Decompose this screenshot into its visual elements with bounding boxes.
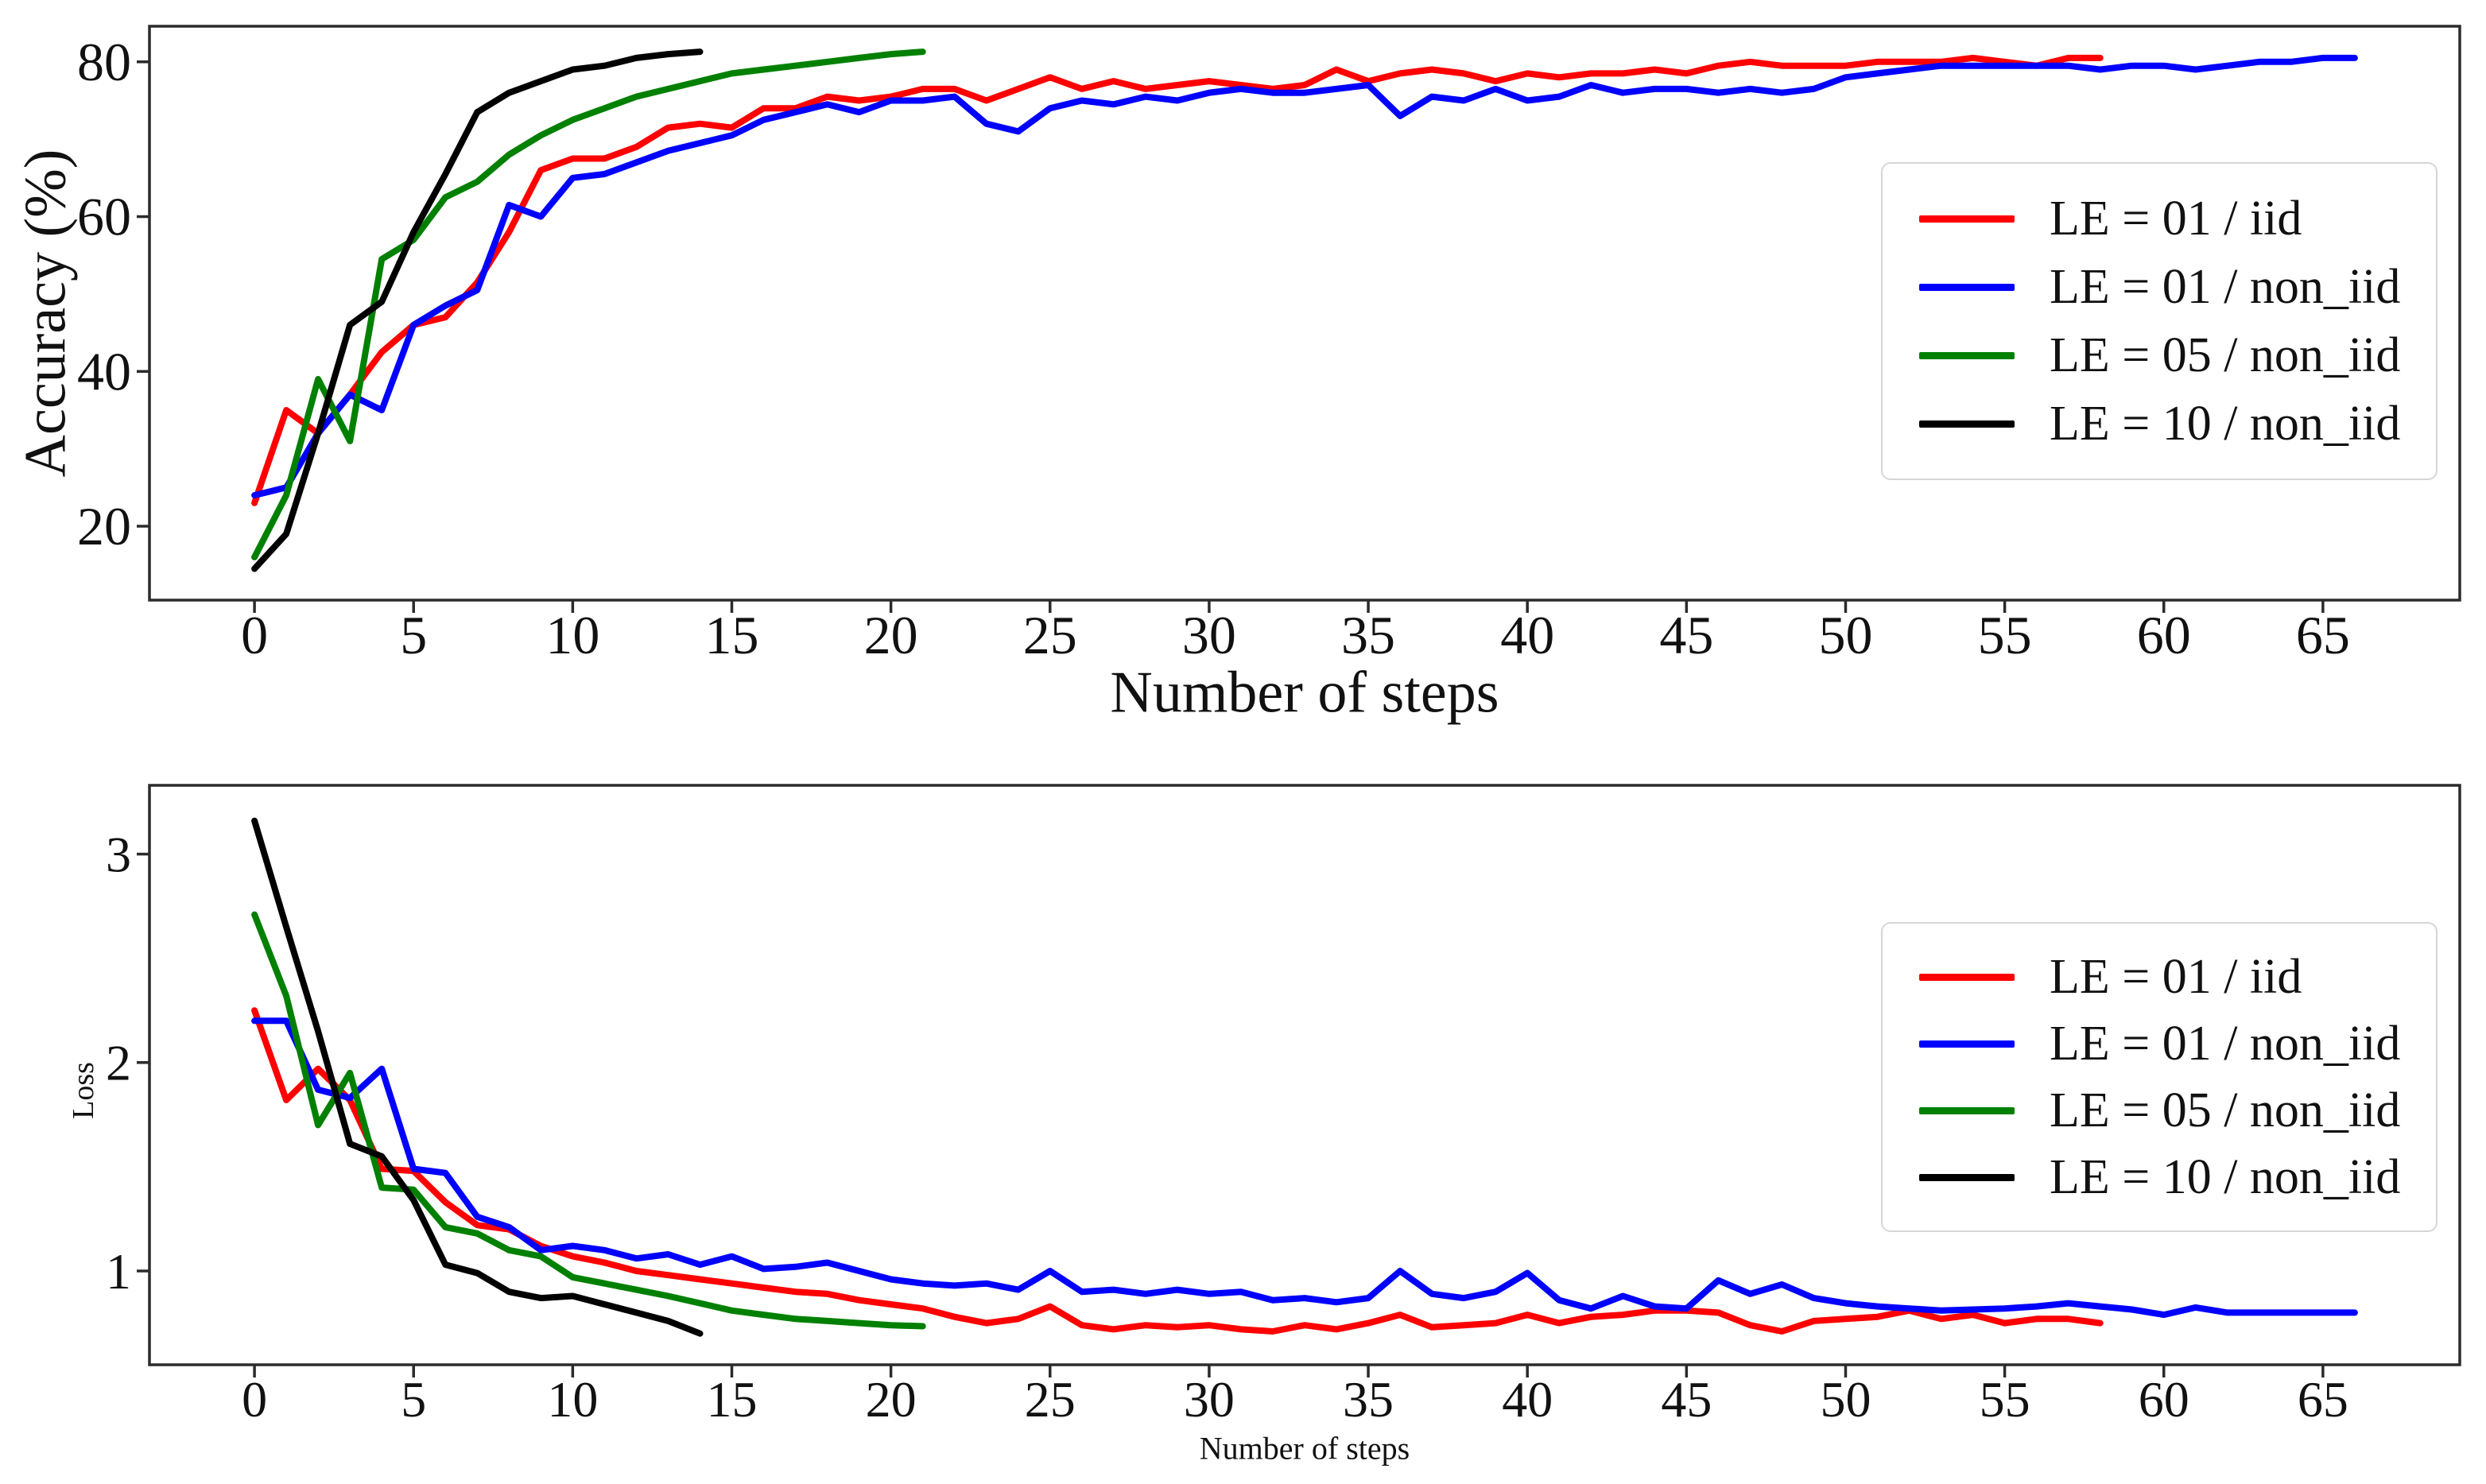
x-tick-label: 0	[241, 605, 268, 665]
x-tick-label: 50	[1818, 605, 1872, 665]
x-tick-label: 65	[2296, 605, 2350, 665]
x-tick-label: 10	[545, 605, 599, 665]
x-tick-label: 20	[866, 1371, 917, 1428]
legend-line-sample-blue	[1919, 1040, 2015, 1048]
y-tick-label: 40	[77, 341, 131, 401]
x-tick-label: 40	[1500, 605, 1554, 665]
accuracy-legend: LE = 01 / iid LE = 01 / non_iid LE = 05 …	[1881, 162, 2438, 480]
loss-plot-area: 0 5 10 15 20 25 30 35 40 45 50 55 60 65 1 2 3	[106, 784, 2461, 1428]
legend-item-label: LE = 01 / non_iid	[2050, 260, 2401, 314]
x-tick-label: 20	[864, 605, 918, 665]
accuracy-y-axis-label: Accuracy (%)	[13, 149, 79, 478]
accuracy-x-axis-label: Number of steps	[1110, 660, 1499, 726]
legend-line-sample-black	[1919, 420, 2015, 428]
legend-line-sample-red	[1919, 973, 2015, 981]
x-tick-label: 65	[2298, 1371, 2348, 1428]
series-line-1	[251, 1017, 2358, 1319]
legend-item-label: LE = 10 / non_iid	[2050, 397, 2401, 451]
legend-item: LE = 01 / non_iid	[1883, 262, 2436, 312]
x-tick-label: 15	[705, 605, 759, 665]
legend-item-label: LE = 01 / iid	[2050, 950, 2302, 1004]
legend-line-sample-blue	[1919, 283, 2015, 291]
x-tick-label: 25	[1025, 1371, 1076, 1428]
legend-line-sample-red	[1919, 215, 2015, 223]
loss-x-axis-label: Number of steps	[1199, 1430, 1410, 1467]
legend-item: LE = 05 / non_iid	[1883, 331, 2436, 380]
x-tick-label: 55	[1978, 605, 2032, 665]
legend-item-label: LE = 10 / non_iid	[2050, 1150, 2401, 1204]
x-tick-label: 0	[242, 1371, 267, 1428]
legend-item: LE = 01 / iid	[1883, 194, 2436, 243]
x-tick-label: 45	[1659, 605, 1713, 665]
legend-item: LE = 01 / non_iid	[1883, 1019, 2436, 1068]
legend-item-label: LE = 01 / non_iid	[2050, 1017, 2401, 1071]
y-tick-label: 60	[77, 187, 131, 247]
legend-line-sample-black	[1919, 1173, 2015, 1181]
plot-frame	[148, 784, 2461, 1366]
legend-item: LE = 10 / non_iid	[1883, 1153, 2436, 1202]
y-tick-label: 20	[77, 496, 131, 556]
x-tick-label: 30	[1184, 1371, 1235, 1428]
legend-item-label: LE = 01 / iid	[2050, 192, 2302, 246]
x-tick-label: 35	[1343, 1371, 1394, 1428]
accuracy-plot-area: 0 5 10 15 20 25 30 35 40 45 50 55 60 65 20 40 60 80	[77, 25, 2461, 665]
series-line-1	[251, 54, 2358, 499]
legend-item: LE = 10 / non_iid	[1883, 399, 2436, 448]
y-tick-label: 3	[106, 826, 131, 882]
x-tick-label: 5	[401, 1371, 426, 1428]
y-tick-label: 2	[106, 1035, 131, 1091]
x-tick-label: 5	[400, 605, 427, 665]
x-tick-label: 50	[1820, 1371, 1871, 1428]
x-tick-label: 30	[1182, 605, 1236, 665]
series-line-0	[251, 1007, 2104, 1335]
x-tick-label: 35	[1341, 605, 1395, 665]
series-line-3	[251, 48, 704, 572]
x-tick-label: 60	[2137, 605, 2191, 665]
loss-legend: LE = 01 / iid LE = 01 / non_iid LE = 05 …	[1881, 922, 2438, 1232]
legend-line-sample-green	[1919, 351, 2015, 359]
y-tick-label: 80	[77, 32, 131, 92]
x-tick-label: 40	[1502, 1371, 1553, 1428]
x-tick-label: 45	[1661, 1371, 1712, 1428]
legend-item: LE = 05 / non_iid	[1883, 1086, 2436, 1135]
plot-frame	[148, 25, 2461, 602]
series-line-0	[251, 54, 2104, 506]
legend-line-sample-green	[1919, 1106, 2015, 1114]
loss-y-axis-label: Loss	[67, 1062, 100, 1119]
x-tick-label: 25	[1023, 605, 1077, 665]
y-tick-label: 1	[106, 1243, 131, 1300]
legend-item-label: LE = 05 / non_iid	[2050, 328, 2401, 382]
legend-item-label: LE = 05 / non_iid	[2050, 1083, 2401, 1137]
x-tick-label: 10	[547, 1371, 598, 1428]
series-line-2	[251, 48, 926, 560]
x-tick-label: 60	[2139, 1371, 2189, 1428]
series-line-3	[251, 817, 704, 1337]
legend-item: LE = 01 / iid	[1883, 952, 2436, 1002]
x-tick-label: 55	[1980, 1371, 2030, 1428]
series-line-2	[251, 911, 926, 1330]
x-tick-label: 15	[707, 1371, 758, 1428]
